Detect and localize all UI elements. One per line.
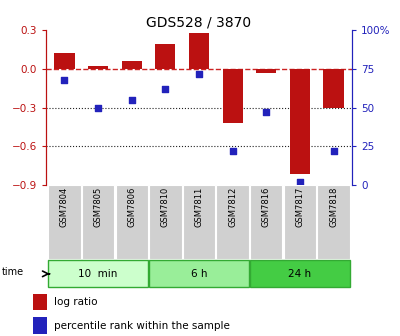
Text: 6 h: 6 h — [191, 269, 207, 279]
Text: GSM7816: GSM7816 — [262, 187, 271, 227]
Point — [330, 148, 337, 154]
Point — [162, 86, 168, 92]
Bar — [222, 69, 243, 123]
Bar — [250, 260, 350, 287]
Bar — [88, 66, 108, 69]
Point — [95, 105, 101, 110]
Bar — [149, 185, 182, 259]
Bar — [48, 260, 148, 287]
Bar — [183, 185, 215, 259]
Bar — [256, 69, 276, 73]
Text: 24 h: 24 h — [288, 269, 312, 279]
Bar — [155, 44, 176, 69]
Text: GSM7812: GSM7812 — [228, 187, 237, 227]
Bar — [149, 260, 249, 287]
Point — [263, 110, 270, 115]
Bar — [250, 185, 282, 259]
Bar — [189, 33, 209, 69]
Text: GSM7817: GSM7817 — [295, 187, 304, 227]
Bar — [317, 185, 350, 259]
Point — [297, 179, 303, 184]
Bar — [284, 185, 316, 259]
Bar — [48, 185, 81, 259]
Text: GSM7811: GSM7811 — [194, 187, 204, 227]
Bar — [290, 69, 310, 174]
Text: time: time — [2, 267, 24, 277]
Point — [128, 97, 135, 102]
Text: GSM7805: GSM7805 — [94, 187, 103, 227]
Text: GSM7806: GSM7806 — [127, 187, 136, 227]
Text: 10  min: 10 min — [78, 269, 118, 279]
Point — [61, 77, 68, 82]
Title: GDS528 / 3870: GDS528 / 3870 — [146, 15, 252, 29]
Text: GSM7818: GSM7818 — [329, 187, 338, 227]
Point — [230, 148, 236, 154]
Text: percentile rank within the sample: percentile rank within the sample — [54, 321, 230, 331]
Bar — [54, 53, 74, 69]
Bar — [33, 317, 47, 334]
Bar — [122, 61, 142, 69]
Bar — [33, 294, 47, 310]
Text: GSM7804: GSM7804 — [60, 187, 69, 227]
Bar — [82, 185, 114, 259]
Bar — [324, 69, 344, 108]
Text: GSM7810: GSM7810 — [161, 187, 170, 227]
Bar — [116, 185, 148, 259]
Bar — [216, 185, 249, 259]
Point — [196, 71, 202, 76]
Text: log ratio: log ratio — [54, 297, 97, 307]
